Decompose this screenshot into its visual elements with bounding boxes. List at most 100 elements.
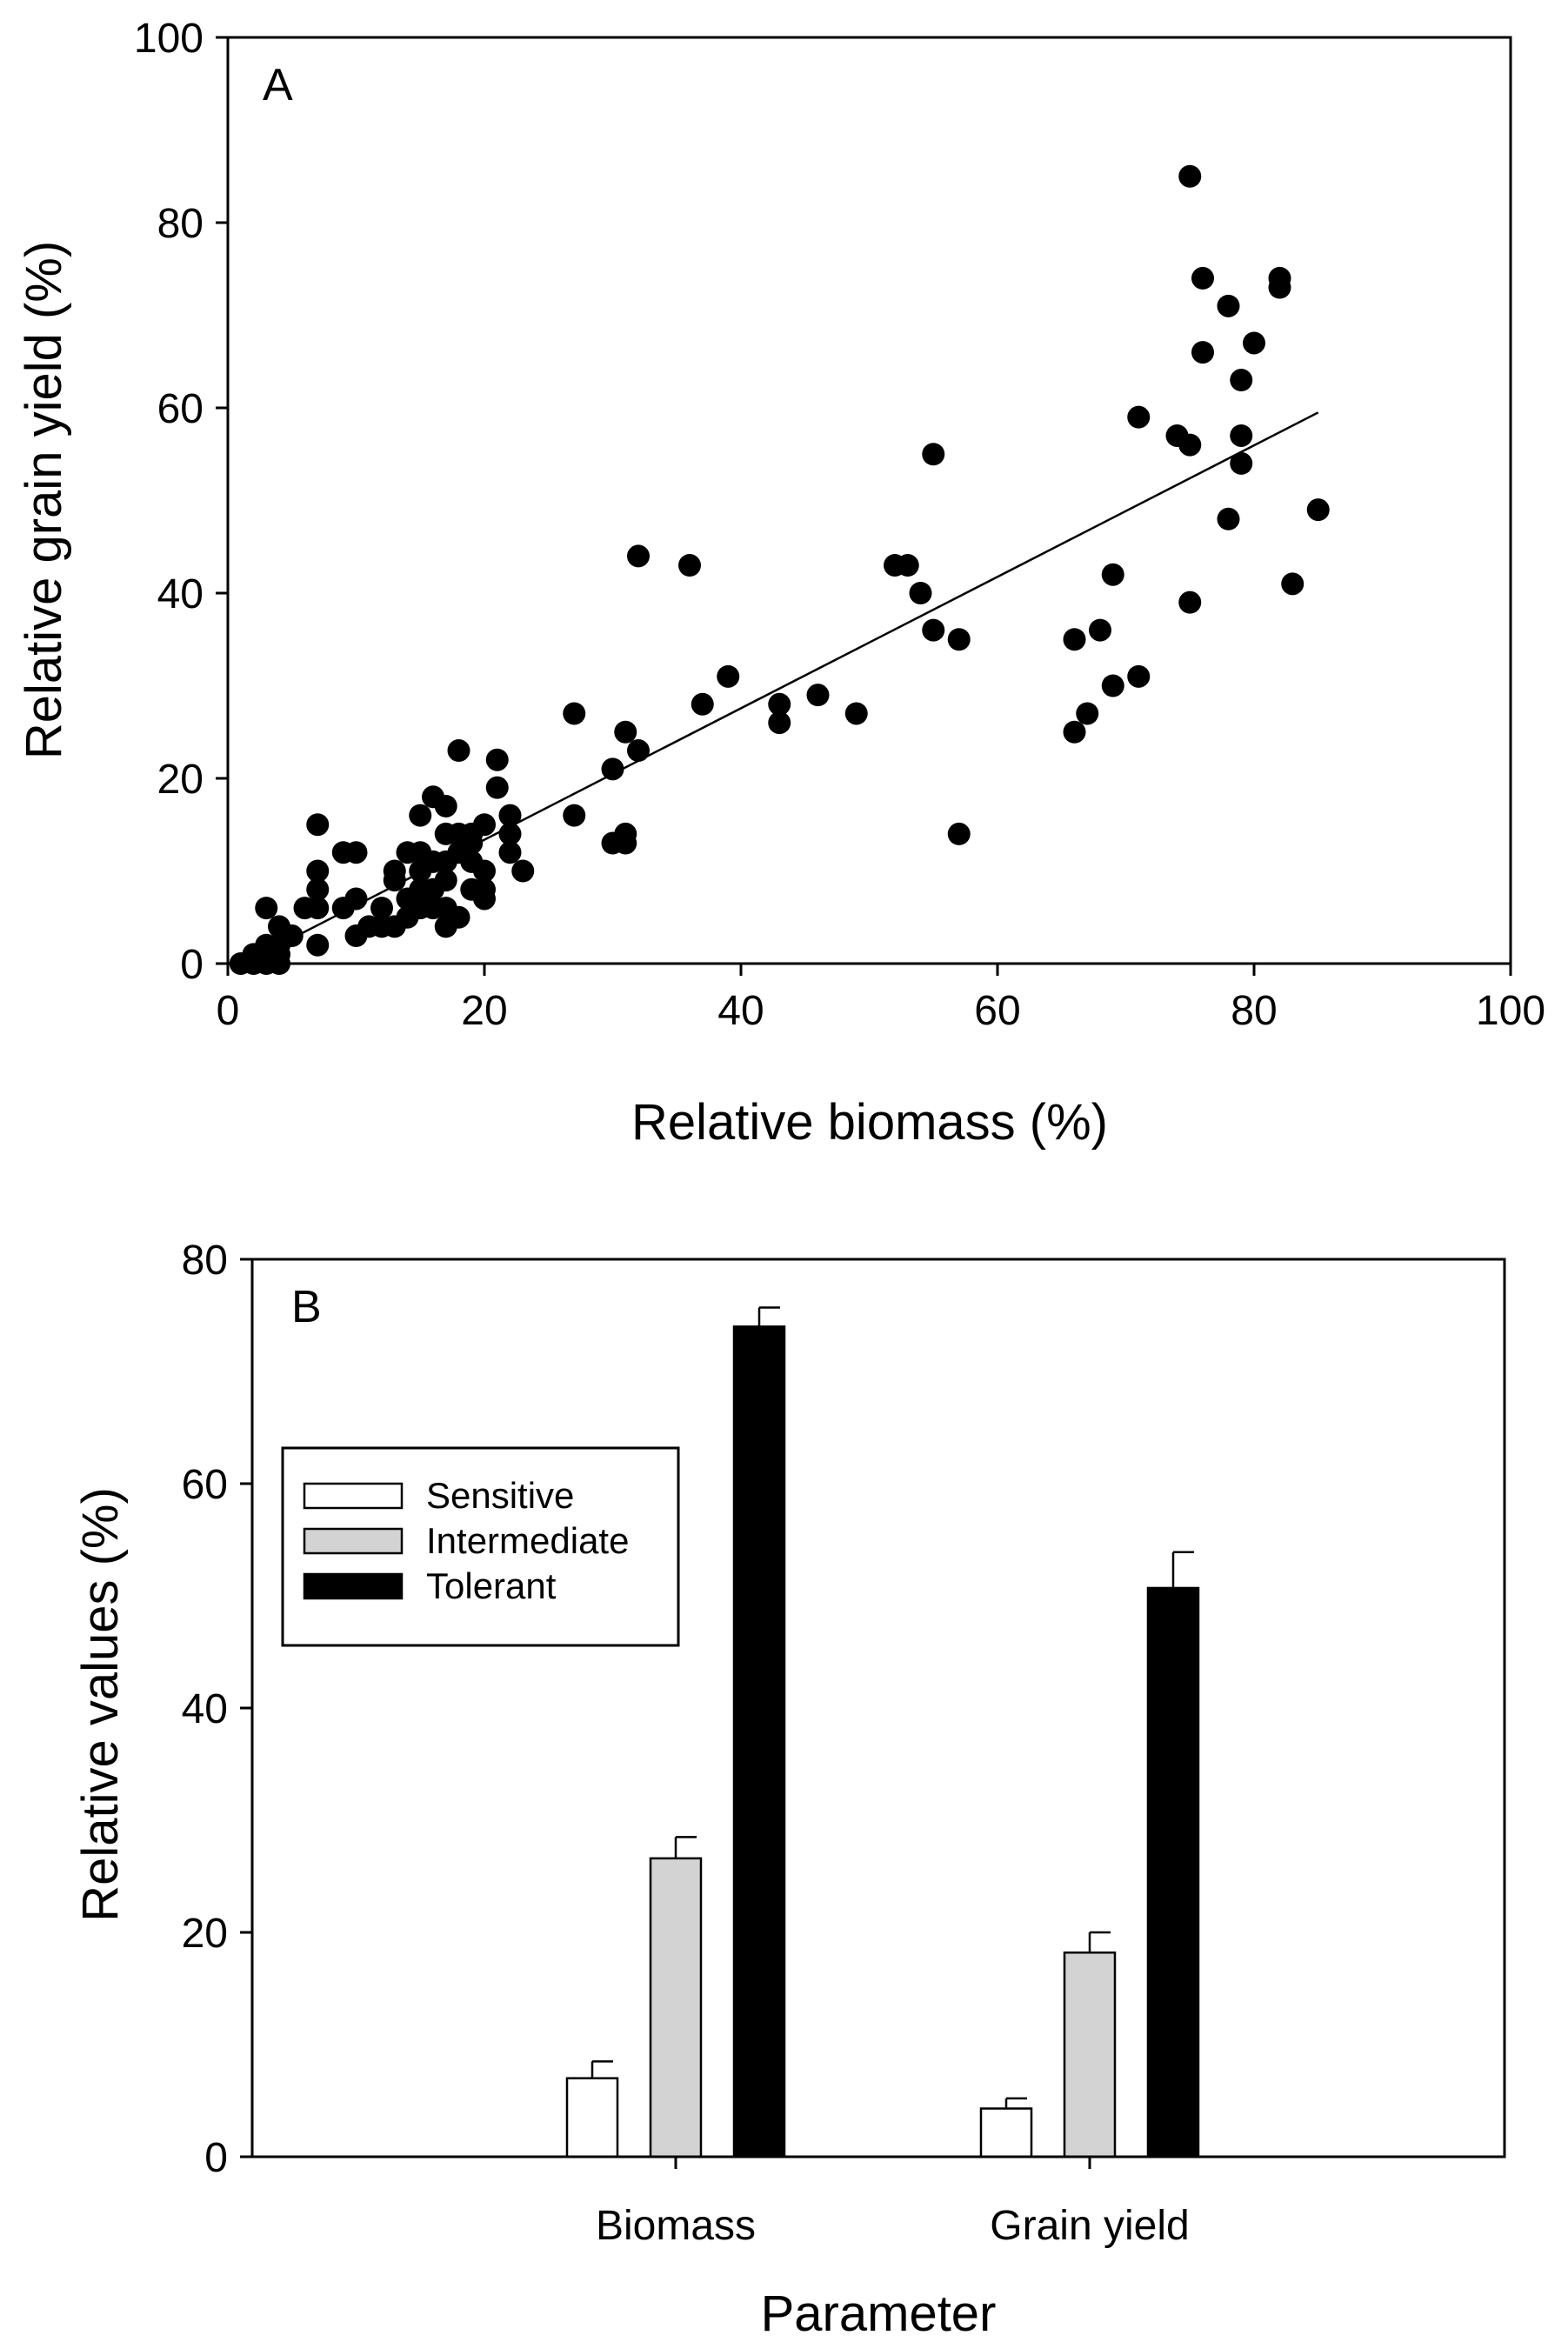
y-axis-ticks: 0 20 40 60 80	[182, 1238, 252, 2181]
scatter-point-46	[434, 794, 457, 817]
scatter-point-103	[1217, 294, 1240, 317]
scatter-point-25	[370, 897, 393, 920]
scatter-point-84	[922, 618, 945, 642]
y-tick-label: 20	[157, 757, 204, 803]
scatter-point-65	[563, 804, 586, 827]
scatter-point-79	[806, 684, 830, 707]
x-tick-label: 100	[1476, 988, 1545, 1034]
y-tick-label: 40	[182, 1686, 228, 1732]
scatter-point-59	[485, 776, 509, 799]
scatter-point-87	[947, 628, 971, 651]
panel-b-frame	[250, 1258, 1506, 2159]
scatter-point-85	[922, 443, 945, 466]
scatter-point-6	[255, 897, 278, 920]
scatter-point-61	[498, 841, 522, 864]
scatter-point-76	[717, 664, 740, 688]
legend-label-sensitive: Sensitive	[426, 1475, 574, 1516]
x-axis-ticks: Biomass Grain yield	[596, 2157, 1190, 2249]
scatter-point-99	[1178, 164, 1202, 188]
scatter-point-77	[768, 711, 791, 735]
scatter-point-43	[434, 869, 457, 892]
scatter-point-68	[601, 757, 624, 781]
scatter-point-13	[306, 933, 330, 957]
scatter-point-70	[614, 822, 637, 845]
scatter-point-82	[896, 554, 919, 577]
x-tick-label: 80	[1231, 988, 1277, 1034]
category-label-grain-yield: Grain yield	[990, 2203, 1189, 2249]
scatter-point-78	[768, 692, 791, 716]
scatter-point-80	[844, 702, 868, 725]
scatter-point-16	[306, 859, 330, 883]
scatter-point-83	[909, 582, 932, 604]
bar-intermediate-grain-yield	[1063, 1951, 1117, 2159]
y-tick-label: 60	[182, 1462, 228, 1508]
panel-a-scatter: 0 20 40 60 80 100 0 20 40 60 80 100 A Relative bio…	[16, 16, 1545, 1151]
scatter-point-92	[1101, 674, 1124, 697]
scatter-point-60	[485, 748, 509, 771]
panel-b-bar: 0 20 40 60 80 Biomass Grain yield B Parameter…	[72, 1238, 1506, 2342]
scatter-point-86	[947, 822, 971, 845]
scatter-point-94	[1127, 664, 1151, 688]
legend-swatch-intermediate	[303, 1527, 404, 1555]
x-axis-ticks: 0 20 40 60 80 100	[217, 964, 1545, 1034]
scatter-point-110	[1281, 572, 1304, 596]
scatter-point-11	[280, 924, 304, 948]
legend-label-tolerant: Tolerant	[426, 1565, 557, 1606]
scatter-point-98	[1178, 433, 1202, 457]
category-label-biomass: Biomass	[596, 2203, 756, 2249]
scatter-point-73	[627, 544, 650, 568]
y-tick-label: 0	[204, 2135, 228, 2181]
x-tick-label: 20	[461, 988, 507, 1034]
scatter-point-95	[1127, 405, 1151, 429]
y-tick-label: 20	[182, 1911, 228, 1957]
scatter-point-15	[306, 877, 330, 901]
scatter-point-66	[563, 702, 586, 725]
x-tick-label: 60	[974, 988, 1020, 1034]
bar-tolerant-grain-yield	[1146, 1586, 1200, 2159]
y-tick-label: 40	[157, 571, 204, 617]
scatter-point-109	[1268, 266, 1291, 290]
panel-label-b: B	[291, 1282, 322, 1332]
legend-label-intermediate: Intermediate	[426, 1520, 629, 1561]
scatter-point-63	[498, 804, 522, 827]
scatter-point-91	[1089, 618, 1111, 642]
y-axis-title: Relative grain yield (%)	[16, 241, 72, 759]
scatter-point-74	[678, 554, 701, 577]
x-axis-title: Relative biomass (%)	[631, 1094, 1108, 1151]
scatter-point-50	[447, 739, 470, 763]
scatter-point-88	[1063, 720, 1086, 744]
scatter-point-72	[627, 739, 650, 763]
scatter-point-102	[1217, 507, 1240, 530]
bar-tolerant-biomass	[732, 1325, 786, 2159]
scatter-point-28	[383, 859, 406, 883]
y-tick-label: 100	[134, 16, 204, 62]
y-tick-label: 80	[182, 1238, 228, 1284]
scatter-point-101	[1191, 266, 1214, 290]
scatter-point-36	[409, 804, 432, 827]
bar-sensitive-biomass	[565, 2077, 619, 2159]
scatter-point-107	[1243, 331, 1265, 355]
scatter-points	[229, 164, 1330, 975]
legend-swatch-sensitive	[303, 1482, 404, 1510]
scatter-point-75	[691, 692, 714, 716]
x-tick-label: 40	[717, 988, 764, 1034]
scatter-point-104	[1230, 451, 1253, 475]
legend: Sensitive Intermediate Tolerant	[281, 1446, 680, 1647]
scatter-point-17	[306, 813, 330, 837]
scatter-point-21	[344, 887, 368, 911]
bar-series	[565, 1306, 1200, 2159]
scatter-point-14	[306, 897, 330, 920]
scatter-point-58	[473, 813, 496, 837]
scatter-point-89	[1063, 628, 1086, 651]
legend-box	[281, 1446, 680, 1647]
scatter-point-105	[1230, 424, 1253, 447]
y-axis-ticks: 0 20 40 60 80 100	[134, 16, 228, 988]
scatter-point-22	[344, 841, 368, 864]
scatter-point-47	[447, 905, 470, 929]
y-tick-label: 0	[180, 942, 204, 988]
x-tick-label: 0	[217, 988, 240, 1034]
y-tick-label: 80	[157, 201, 204, 247]
scatter-point-106	[1230, 369, 1253, 392]
scatter-point-100	[1191, 341, 1214, 364]
